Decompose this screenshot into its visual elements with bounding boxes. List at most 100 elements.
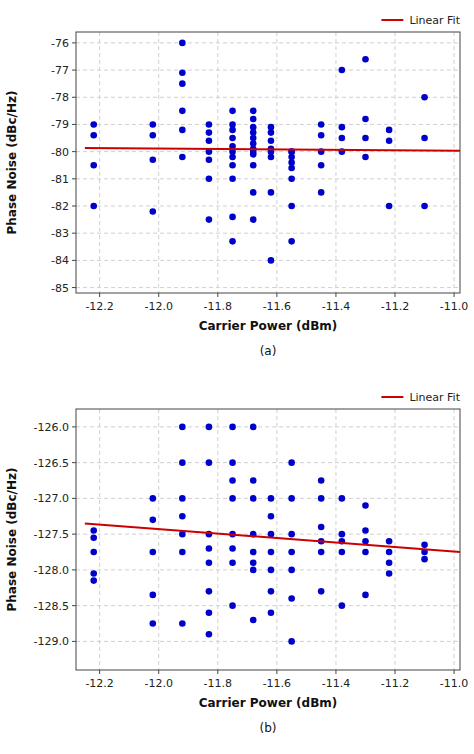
scatter-point (250, 477, 257, 484)
scatter-point (179, 127, 186, 134)
scatter-point (288, 495, 295, 502)
legend-label: Linear Fit (409, 391, 460, 404)
scatter-point (362, 538, 369, 545)
scatter-point (386, 559, 393, 566)
scatter-point (339, 124, 346, 131)
grid (76, 409, 460, 670)
scatter-point (179, 80, 186, 87)
grid-line-x (99, 32, 100, 293)
x-axis-label: Carrier Power (dBm) (199, 696, 338, 710)
scatter-point (90, 121, 97, 128)
x-tick (395, 293, 396, 297)
grid-line-x (395, 32, 396, 293)
scatter-point (362, 592, 369, 599)
y-tick (72, 287, 76, 288)
scatter-point (179, 40, 186, 47)
grid-line-y (76, 287, 460, 288)
grid-line-x (335, 32, 336, 293)
scatter-point (179, 495, 186, 502)
scatter-point (318, 162, 325, 169)
plot-frame (76, 409, 460, 670)
scatter-point (150, 592, 157, 599)
x-tick-label: -12.2 (85, 677, 113, 690)
grid-line-y (76, 605, 460, 606)
grid-line-x (158, 32, 159, 293)
x-tick (276, 293, 277, 297)
scatter-point (179, 513, 186, 520)
scatter-point (339, 531, 346, 538)
scatter-point (206, 176, 213, 183)
scatter-point (179, 69, 186, 76)
scatter-point (206, 559, 213, 566)
x-tick-label: -11.6 (263, 300, 291, 313)
grid-line-y (76, 206, 460, 207)
scatter-point (179, 424, 186, 431)
scatter-point (421, 94, 428, 101)
scatter-point (250, 495, 257, 502)
y-tick (72, 534, 76, 535)
scatter-point (386, 549, 393, 556)
scatter-point (150, 121, 157, 128)
y-tick-label: -78 (51, 91, 69, 104)
scatter-point (288, 638, 295, 645)
scatter-point (179, 459, 186, 466)
scatter-point (288, 176, 295, 183)
scatter-point (386, 127, 393, 134)
scatter-point (229, 154, 236, 161)
grid-line-x (217, 409, 218, 670)
scatter-point (268, 609, 275, 616)
scatter-point (288, 531, 295, 538)
x-tick-label: -11.0 (440, 677, 468, 690)
grid-line-x (158, 409, 159, 670)
fit-line (85, 148, 460, 151)
scatter-point (250, 108, 257, 115)
legend: Linear Fit (381, 391, 460, 404)
y-tick (72, 206, 76, 207)
y-tick-label: -85 (51, 282, 69, 295)
scatter-point (229, 127, 236, 134)
x-axis-label: Carrier Power (dBm) (199, 319, 338, 333)
scatter-point (362, 502, 369, 509)
scatter-point (362, 135, 369, 142)
scatter-point (288, 203, 295, 210)
scatter-point (90, 534, 97, 541)
scatter-point (318, 549, 325, 556)
y-tick-label: -129.0 (34, 635, 69, 648)
scatter-point (288, 459, 295, 466)
y-tick-label: -77 (51, 64, 69, 77)
scatter-point (339, 549, 346, 556)
x-tick (454, 293, 455, 297)
scatter-point (288, 238, 295, 245)
legend-swatch (381, 396, 403, 398)
panel-title: (a) (260, 344, 277, 358)
scatter-point (288, 595, 295, 602)
scatter-point (150, 132, 157, 139)
x-tick (99, 293, 100, 297)
y-tick-label: -128.0 (34, 564, 69, 577)
y-tick (72, 498, 76, 499)
scatter-point (339, 135, 346, 142)
scatter-point (250, 549, 257, 556)
scatter-point (250, 151, 257, 158)
scatter-point (421, 556, 428, 563)
x-tick (158, 293, 159, 297)
panel: -12.2-12.0-11.8-11.6-11.4-11.2-11.0-85-8… (5, 14, 468, 358)
scatter-point (268, 588, 275, 595)
scatter-point (229, 214, 236, 221)
scatter-point (268, 567, 275, 574)
scatter-point (318, 132, 325, 139)
y-tick-label: -127.5 (34, 528, 69, 541)
background (0, 0, 474, 754)
scatter-point (206, 588, 213, 595)
y-tick (72, 569, 76, 570)
scatter-point (179, 620, 186, 627)
scatter-point (268, 137, 275, 144)
scatter-point (362, 527, 369, 534)
panel: -12.2-12.0-11.8-11.6-11.4-11.2-11.0-129.… (5, 391, 468, 735)
scatter-point (150, 495, 157, 502)
scatter-point (339, 495, 346, 502)
scatter-point (229, 135, 236, 142)
grid-line-x (454, 32, 455, 293)
scatter-point (268, 129, 275, 136)
scatter-point (229, 108, 236, 115)
